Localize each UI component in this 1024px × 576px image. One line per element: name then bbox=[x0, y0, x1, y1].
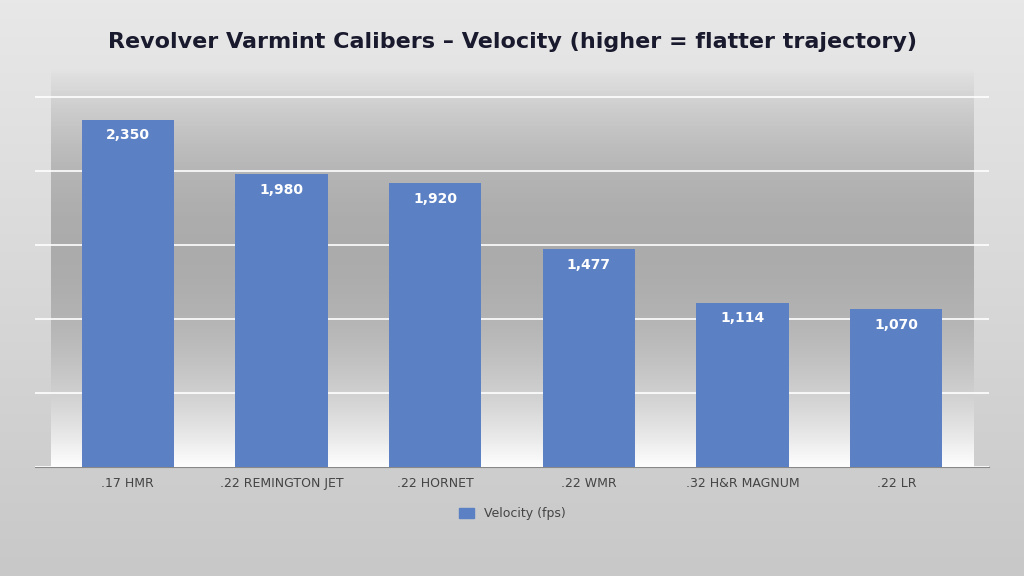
Text: 2,350: 2,350 bbox=[105, 128, 150, 142]
Text: 1,980: 1,980 bbox=[259, 183, 303, 197]
Title: Revolver Varmint Calibers – Velocity (higher = flatter trajectory): Revolver Varmint Calibers – Velocity (hi… bbox=[108, 32, 916, 52]
Text: 1,920: 1,920 bbox=[413, 192, 457, 206]
Text: 1,477: 1,477 bbox=[567, 257, 611, 272]
Bar bbox=[389, 183, 481, 468]
Bar bbox=[82, 120, 174, 468]
Bar bbox=[696, 302, 788, 468]
Bar bbox=[850, 309, 942, 468]
Bar bbox=[236, 175, 328, 468]
Bar bbox=[543, 249, 635, 468]
Text: 1,070: 1,070 bbox=[874, 318, 919, 332]
Text: 1,114: 1,114 bbox=[721, 312, 765, 325]
Legend: Velocity (fps): Velocity (fps) bbox=[454, 502, 570, 525]
